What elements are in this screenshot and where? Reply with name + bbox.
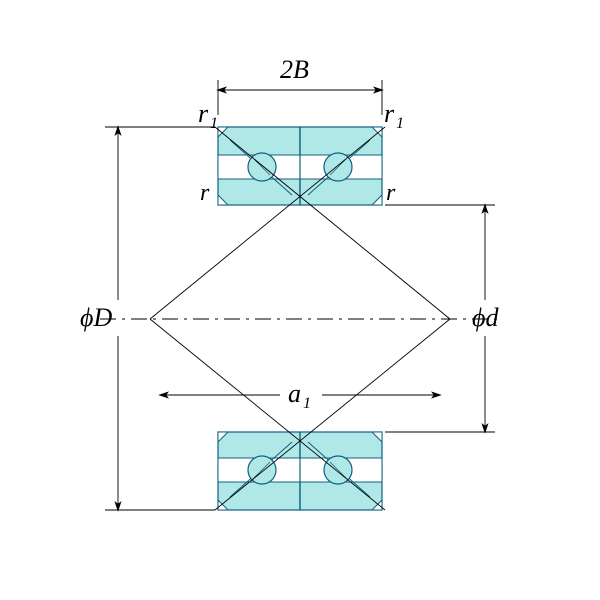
label-a1: a bbox=[288, 379, 301, 408]
label-r1-right-group: r 1 bbox=[384, 99, 404, 132]
dimension-a1: a 1 bbox=[160, 378, 440, 412]
label-r1-left-sub: 1 bbox=[210, 115, 218, 132]
label-r-left: r bbox=[200, 180, 210, 206]
dimension-phid: ϕd bbox=[385, 205, 528, 432]
dimension-width: 2B bbox=[218, 55, 382, 115]
bearing-lower bbox=[218, 432, 382, 510]
label-a1-sub: 1 bbox=[303, 395, 311, 412]
label-phid: ϕd bbox=[472, 303, 499, 332]
label-phiD: ϕD bbox=[80, 303, 112, 332]
dimension-phiD: ϕD bbox=[78, 127, 215, 510]
bearing-upper bbox=[218, 127, 382, 205]
label-r1-left-group: r 1 bbox=[198, 99, 218, 132]
label-r1-right: r bbox=[384, 99, 395, 128]
label-r1-right-sub: 1 bbox=[396, 115, 404, 132]
label-2B: 2B bbox=[280, 55, 309, 84]
label-r-right: r bbox=[386, 180, 396, 206]
label-r1-left: r bbox=[198, 99, 209, 128]
